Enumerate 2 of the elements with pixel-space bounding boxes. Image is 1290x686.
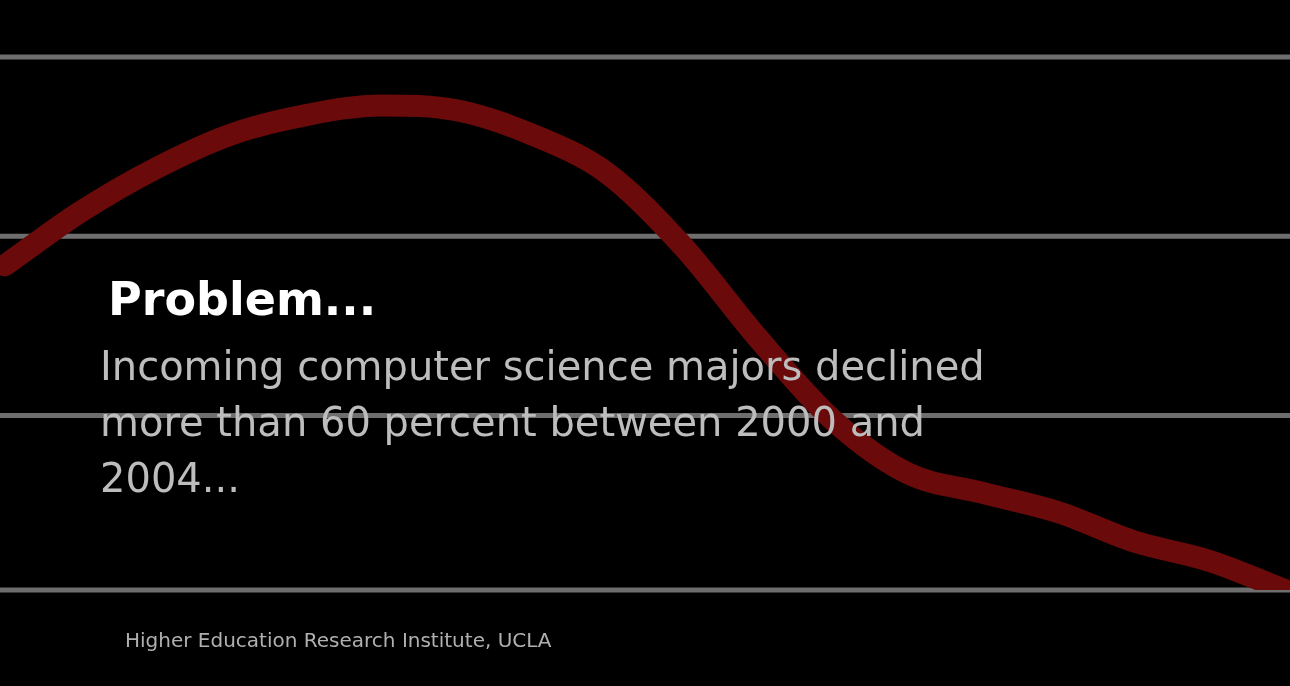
text: Higher Education Research Institute, UCLA xyxy=(125,628,552,652)
text: Problem... xyxy=(108,272,377,326)
